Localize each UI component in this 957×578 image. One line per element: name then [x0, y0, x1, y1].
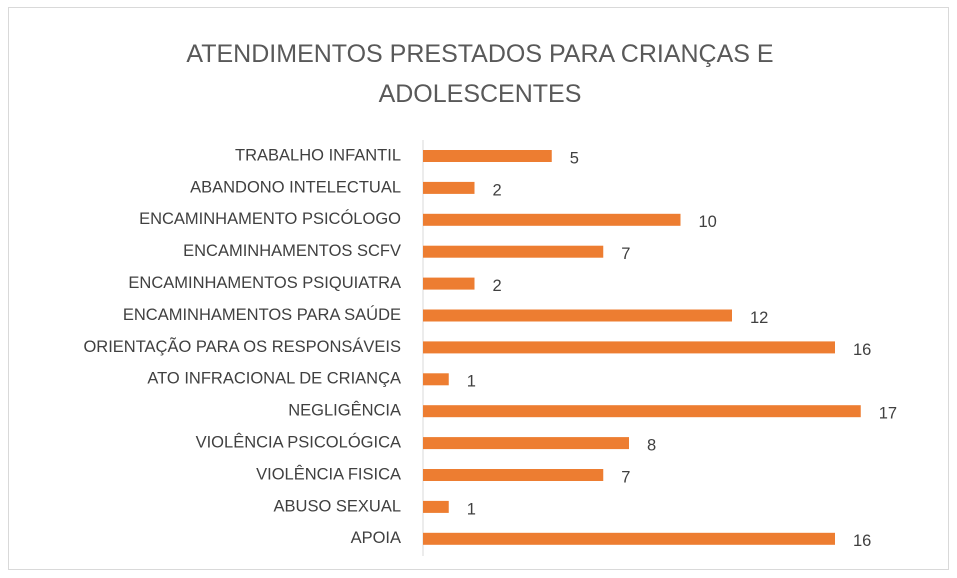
bar	[423, 500, 449, 513]
y-tick-label: VIOLÊNCIA FISICA	[256, 464, 401, 483]
data-label: 1	[467, 500, 476, 518]
data-label: 2	[493, 181, 502, 199]
data-label: 1	[467, 373, 476, 391]
y-tick-label: ENCAMINHAMENTOS PARA SAÚDE	[123, 305, 401, 324]
data-label: 5	[570, 149, 579, 167]
bar	[423, 341, 835, 354]
bar	[423, 150, 552, 162]
bar	[423, 532, 835, 545]
y-tick-label: ATO INFRACIONAL DE CRIANÇA	[147, 370, 401, 388]
y-tick-label: TRABALHO INFANTIL	[235, 146, 401, 164]
data-label: 7	[621, 245, 630, 263]
bar	[423, 277, 475, 290]
data-label: 16	[853, 341, 871, 359]
chart-border	[8, 7, 949, 570]
bar	[423, 181, 475, 194]
y-tick-label: ORIENTAÇÃO PARA OS RESPONSÁVEIS	[83, 336, 401, 356]
bar	[423, 213, 681, 226]
data-label: 12	[750, 309, 768, 327]
data-label: 17	[879, 405, 897, 423]
y-tick-label: ENCAMINHAMENTOS PSIQUIATRA	[128, 274, 401, 292]
bar	[423, 405, 861, 418]
bar	[423, 309, 732, 322]
y-tick-label: VIOLÊNCIA PSICOLÓGICA	[196, 432, 401, 451]
data-label: 10	[699, 213, 717, 231]
y-tick-label: APOIA	[351, 529, 401, 547]
data-label: 8	[647, 436, 656, 454]
bar	[423, 245, 604, 258]
data-label: 2	[493, 277, 502, 295]
y-tick-label: ABANDONO INTELECTUAL	[190, 178, 401, 196]
bar	[423, 437, 629, 450]
bar	[423, 469, 604, 481]
data-label: 16	[853, 532, 871, 550]
y-tick-label: ENCAMINHAMENTOS SCFV	[183, 242, 401, 260]
data-label: 7	[621, 468, 630, 486]
y-tick-label: ENCAMINHAMENTO PSICÓLOGO	[139, 209, 401, 228]
y-tick-label: ABUSO SEXUAL	[274, 497, 401, 515]
bar	[423, 373, 449, 386]
y-tick-label: NEGLIGÊNCIA	[288, 401, 401, 420]
chart-title: ATENDIMENTOS PRESTADOS PARA CRIANÇAS E A…	[186, 40, 774, 108]
